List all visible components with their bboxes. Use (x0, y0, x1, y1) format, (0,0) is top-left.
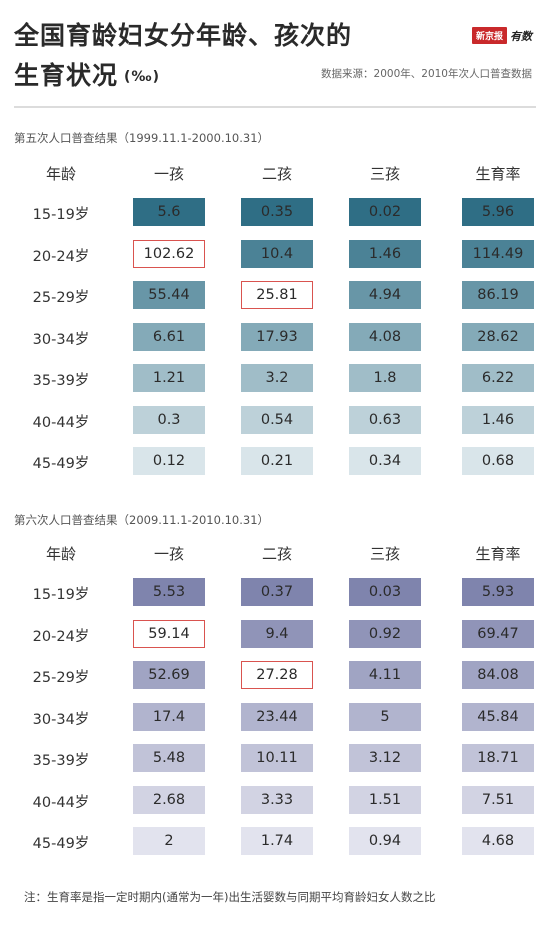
table-cell: 17.4 (133, 702, 205, 731)
brand-badge: 新京报 (471, 27, 507, 44)
table-cell: 5.48 (133, 744, 205, 772)
table-cell: 1.51 (349, 785, 421, 814)
row-label: 30-34岁 (32, 331, 90, 348)
row-label: 25-29岁 (32, 670, 90, 686)
table-cell: 9.4 (241, 619, 313, 648)
table-cell: 25.81 (241, 281, 313, 309)
table-cell: 1.74 (241, 827, 313, 855)
column-header: 生育率 (475, 165, 521, 183)
table-cell: 102.62 (133, 239, 205, 268)
table-cell: 4.94 (349, 281, 421, 309)
data-source: 数据来源：2000年、2010年次人口普查数据 (321, 68, 532, 80)
table-cell: 10.11 (241, 744, 313, 772)
table-cell: 0.12 (133, 447, 205, 475)
brand-logo: 新京报 有数 (471, 27, 532, 44)
table-cell: 17.93 (241, 322, 313, 351)
table-cell: 84.08 (462, 661, 534, 689)
row-label: 45-49岁 (32, 456, 90, 472)
page-title-text: 生育状况 (14, 61, 119, 90)
table-cell: 1.8 (349, 364, 421, 392)
row-label: 35-39岁 (32, 753, 90, 769)
table-cell: 69.47 (462, 619, 534, 648)
row-label: 25-29岁 (32, 290, 90, 306)
table-cell: 3.12 (349, 744, 421, 772)
table-cell: 0.34 (349, 447, 421, 475)
table-cell: 3.2 (241, 364, 313, 392)
row-label: 15-19岁 (32, 587, 90, 603)
column-header: 一孩 (153, 165, 184, 183)
table-cell: 52.69 (133, 661, 205, 689)
table-cell: 0.54 (241, 405, 313, 434)
table-cell: 5.96 (462, 198, 534, 226)
row-label: 45-49岁 (32, 836, 90, 852)
table-cell: 1.46 (462, 405, 534, 434)
table-cell: 0.63 (349, 405, 421, 434)
table-cell: 5.53 (133, 578, 205, 606)
table-cell: 0.94 (349, 827, 421, 855)
table-cell: 1.46 (349, 239, 421, 268)
page-title-line2: 生育状况 (‰) (14, 56, 160, 92)
column-header: 生育率 (475, 545, 521, 563)
table-cell: 3.33 (241, 785, 313, 814)
page-title: 全国育龄妇女分年龄、孩次的 (14, 21, 353, 50)
table-cell: 2 (133, 827, 205, 855)
table-cell: 6.22 (462, 364, 534, 392)
column-header: 年龄 (45, 165, 76, 183)
table-cell: 4.68 (462, 827, 534, 855)
row-label: 35-39岁 (32, 373, 90, 389)
column-header: 一孩 (153, 545, 184, 563)
column-header: 二孩 (261, 165, 292, 183)
table-cell: 5 (349, 702, 421, 731)
row-label: 20-24岁 (32, 628, 90, 645)
table-cell: 6.61 (133, 322, 205, 351)
table-title: 第五次人口普查结果（1999.11.1-2000.10.31） (14, 131, 270, 145)
table-cell: 4.11 (349, 661, 421, 689)
table-cell: 114.49 (462, 239, 534, 268)
row-label: 40-44岁 (32, 414, 90, 431)
table-cell: 5.6 (133, 198, 205, 226)
column-header: 三孩 (369, 165, 400, 183)
header-divider (14, 106, 536, 108)
column-header: 二孩 (261, 545, 292, 563)
table-cell: 0.02 (349, 198, 421, 226)
table-cell: 5.93 (462, 578, 534, 606)
row-label: 40-44岁 (32, 794, 90, 811)
column-header: 年龄 (45, 545, 76, 563)
brand-script: 有数 (510, 29, 532, 43)
column-header: 三孩 (369, 545, 400, 563)
table-cell: 23.44 (241, 702, 313, 731)
row-label: 15-19岁 (32, 207, 90, 223)
table-cell: 86.19 (462, 281, 534, 309)
row-label: 20-24岁 (32, 248, 90, 265)
table-cell: 59.14 (133, 619, 205, 648)
table-cell: 18.71 (462, 744, 534, 772)
header: 全国育龄妇女分年龄、孩次的 生育状况 (‰) 新京报 有数 数据来源：2000年、… (0, 0, 550, 110)
table-cell: 55.44 (133, 281, 205, 309)
table-cell: 0.03 (349, 578, 421, 606)
title-unit: (‰) (124, 69, 160, 85)
table-cell: 0.92 (349, 619, 421, 648)
table-cell: 0.37 (241, 578, 313, 606)
row-label: 30-34岁 (32, 711, 90, 728)
table-cell: 45.84 (462, 702, 534, 731)
table-cell: 2.68 (133, 785, 205, 814)
table-cell: 7.51 (462, 785, 534, 814)
footnote: 注：生育率是指一定时期内(通常为一年)出生活婴数与同期平均育龄妇女人数之比 (24, 890, 436, 904)
table-cell: 0.21 (241, 447, 313, 475)
table-title: 第六次人口普查结果（2009.11.1-2010.10.31） (14, 513, 270, 527)
table-cell: 0.68 (462, 447, 534, 475)
table-cell: 10.4 (241, 239, 313, 268)
table-cell: 1.21 (133, 364, 205, 392)
table-cell: 0.3 (133, 405, 205, 434)
table-cell: 0.35 (241, 198, 313, 226)
table-cell: 4.08 (349, 322, 421, 351)
table-cell: 28.62 (462, 322, 534, 351)
table-cell: 27.28 (241, 661, 313, 689)
